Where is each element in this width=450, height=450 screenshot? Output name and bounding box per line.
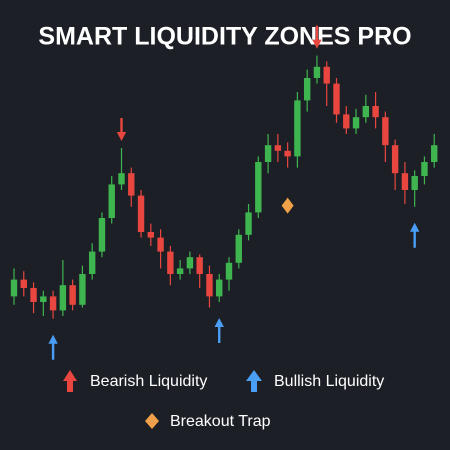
bullish-marker [214, 318, 224, 343]
candle-body [98, 218, 106, 252]
candle-body [147, 232, 155, 238]
candle-body [235, 234, 242, 263]
candle-body [352, 117, 360, 129]
candle-body [313, 66, 321, 78]
candle-body [30, 288, 37, 302]
candle-body [431, 145, 438, 162]
legend-label: Bullish Liquidity [274, 373, 384, 390]
candle-body [167, 251, 174, 274]
bearish-marker [312, 25, 322, 49]
legend-label: Bearish Liquidity [90, 373, 207, 390]
candle-body [284, 150, 291, 157]
candle-body [333, 83, 340, 115]
candle-body [294, 100, 301, 157]
candle-body [69, 285, 76, 305]
candle-body [10, 279, 18, 297]
candle-body [186, 257, 194, 269]
legend-bearish-icon [63, 370, 77, 392]
candle-body [274, 145, 282, 151]
candle-body [391, 145, 399, 174]
candle-body [255, 162, 262, 213]
candle-body [196, 257, 203, 274]
legend-bullish-icon [246, 370, 262, 392]
candle-body [303, 78, 311, 101]
candle-body [157, 237, 164, 252]
bullish-marker [409, 222, 420, 248]
legend-label: Breakout Trap [170, 413, 271, 430]
legend-trap-icon [145, 413, 159, 429]
candle-body [137, 195, 145, 232]
candle-body [176, 268, 184, 274]
candle-body [245, 212, 252, 235]
candle-body [108, 184, 115, 218]
candle-body [323, 66, 330, 84]
candle-body [128, 173, 135, 196]
candle-body [118, 173, 125, 185]
candle-body [79, 274, 86, 305]
candle-body [206, 274, 213, 297]
candle-body [216, 279, 223, 297]
trap-marker [281, 197, 294, 214]
chart-title: SMART LIQUIDITY ZONES PRO [38, 23, 411, 51]
candle-body [401, 173, 409, 190]
candle-body [343, 114, 350, 129]
candle-body [49, 296, 57, 311]
candle-body [20, 279, 27, 288]
bullish-marker [48, 334, 58, 360]
candle-body [421, 162, 428, 176]
candle-body [40, 296, 47, 302]
candle-body [372, 106, 379, 118]
candle-body [382, 117, 389, 146]
bearish-marker [116, 118, 127, 141]
candle-body [88, 251, 96, 274]
candle-body [362, 106, 370, 118]
candle-body [411, 176, 418, 190]
candle-body [59, 285, 67, 311]
candle-body [264, 145, 272, 162]
candle-body [225, 262, 233, 280]
